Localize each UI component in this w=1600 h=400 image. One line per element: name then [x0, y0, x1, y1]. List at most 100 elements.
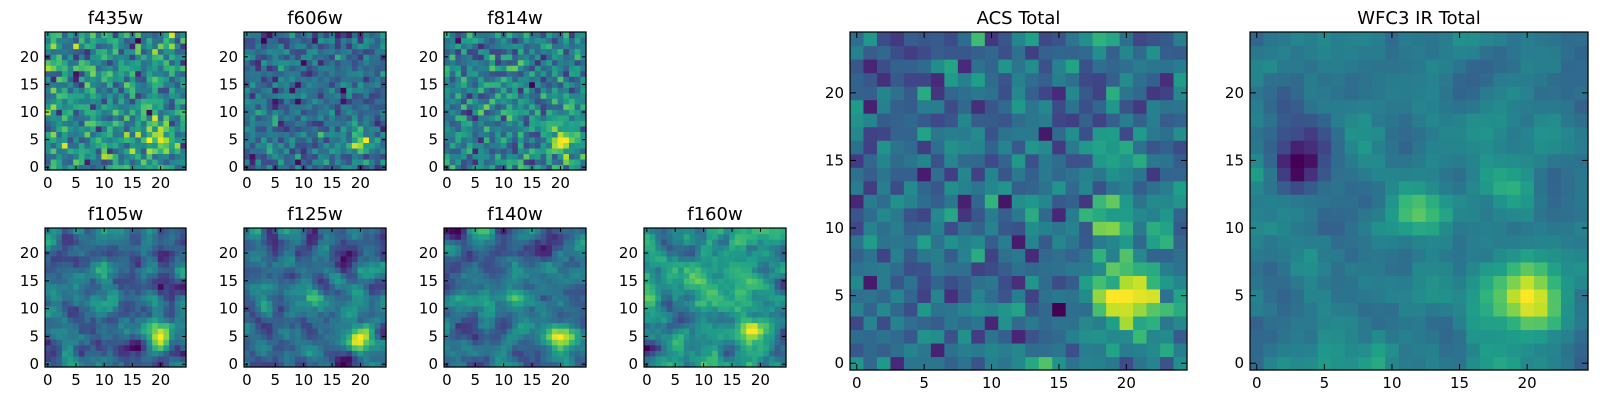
heatmap-cell [129, 261, 136, 268]
heatmap-cell [306, 142, 313, 149]
heatmap-cell [73, 328, 80, 335]
heatmap-cell [512, 43, 519, 50]
heatmap-cell [455, 131, 462, 138]
heatmap-cell [540, 328, 547, 335]
heatmap-cell [649, 250, 656, 257]
heatmap-cell [512, 48, 519, 55]
heatmap-cell [157, 261, 165, 268]
heatmap-cell [712, 250, 719, 257]
heatmap-cell [123, 261, 131, 268]
heatmap-cell [380, 239, 387, 246]
heatmap-cell [483, 120, 491, 127]
heatmap-cell [763, 261, 770, 268]
heatmap-cell [495, 294, 502, 301]
heatmap-cell [444, 328, 451, 335]
heatmap-cell [295, 305, 302, 312]
heatmap-cell [1065, 180, 1080, 195]
heatmap-cell [351, 261, 359, 268]
heatmap-cell [850, 329, 865, 344]
heatmap-cell [363, 239, 370, 246]
heatmap-cell [751, 322, 759, 329]
x-tick-label: 20 [151, 174, 170, 192]
heatmap-cell [152, 272, 159, 279]
heatmap-cell [329, 131, 336, 138]
y-tick-label: 5 [228, 327, 238, 345]
heatmap-cell [295, 261, 302, 268]
heatmap-cell [944, 288, 959, 303]
heatmap-cell [249, 114, 256, 121]
heatmap-cell [289, 164, 296, 171]
heatmap-cell [180, 328, 187, 335]
heatmap-cell [506, 76, 513, 83]
heatmap-cell [45, 103, 52, 110]
y-tick-label: 20 [20, 48, 39, 66]
heatmap-cell [580, 48, 587, 55]
heatmap-cell [489, 48, 496, 55]
heatmap-cell [644, 266, 651, 274]
heatmap-cell [323, 294, 330, 301]
heatmap-cell [712, 272, 719, 279]
heatmap-cell [551, 355, 559, 363]
heatmap-cell [278, 81, 285, 88]
heatmap-cell [917, 342, 932, 358]
heatmap-cell [169, 361, 176, 368]
heatmap-cell [483, 244, 491, 251]
heatmap-cell [944, 302, 959, 317]
heatmap-cell [50, 81, 57, 88]
heatmap-cell [152, 70, 159, 77]
heatmap-cell [695, 228, 702, 235]
heatmap-cell [334, 98, 342, 105]
heatmap-cell [466, 278, 473, 285]
heatmap-cell [107, 228, 114, 235]
heatmap-cell [700, 272, 708, 279]
heatmap-cell [678, 228, 685, 235]
heatmap-cell [289, 48, 296, 55]
heatmap-cell [101, 272, 108, 279]
heatmap-cell [683, 322, 691, 329]
heatmap-cell [483, 65, 491, 72]
heatmap-cell [312, 239, 319, 246]
heatmap-cell [323, 142, 330, 149]
heatmap-cell [283, 114, 291, 121]
heatmap-cell [517, 283, 525, 290]
heatmap-cell [169, 158, 176, 166]
heatmap-cell [780, 339, 787, 346]
heatmap-cell [466, 37, 473, 44]
heatmap-cell [334, 54, 342, 61]
heatmap-cell [78, 261, 86, 268]
heatmap-cell [146, 65, 153, 72]
heatmap-cell [73, 322, 80, 329]
heatmap-cell [546, 266, 553, 274]
heatmap-cell [723, 333, 730, 340]
heatmap-cell [546, 294, 553, 301]
heatmap-cell [272, 311, 279, 318]
heatmap-cell [368, 289, 376, 296]
heatmap-cell [312, 65, 319, 72]
heatmap-cell [61, 361, 69, 368]
heatmap-cell [712, 261, 719, 268]
heatmap-cell [540, 76, 547, 83]
heatmap-cell [455, 233, 462, 240]
heatmap-cell [45, 92, 52, 99]
heatmap-cell [351, 114, 359, 121]
heatmap-cell [90, 300, 97, 307]
heatmap-cell [1106, 275, 1121, 290]
heatmap-cell [380, 316, 387, 324]
heatmap-cell [169, 305, 176, 312]
heatmap-cell [1092, 221, 1107, 236]
heatmap-cell [1052, 234, 1067, 249]
heatmap-cell [101, 87, 108, 94]
heatmap-cell [529, 272, 536, 279]
heatmap-cell [295, 59, 302, 66]
heatmap-cell [455, 255, 462, 262]
heatmap-cell [363, 316, 370, 324]
heatmap-cell [568, 125, 576, 132]
heatmap-cell [495, 92, 502, 99]
heatmap-cell [523, 92, 530, 99]
heatmap-cell [763, 233, 770, 240]
heatmap-cell [449, 328, 456, 335]
heatmap-cell [157, 250, 165, 257]
heatmap-cell [295, 283, 302, 290]
heatmap-cell [272, 153, 279, 160]
